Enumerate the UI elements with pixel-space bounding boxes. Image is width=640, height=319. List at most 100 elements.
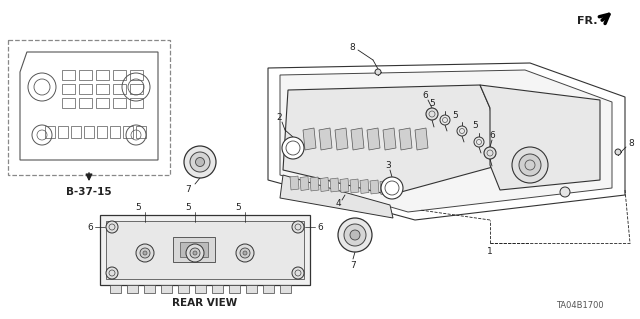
Circle shape: [375, 69, 381, 75]
Bar: [212, 285, 223, 293]
Polygon shape: [310, 177, 319, 191]
Bar: [79, 84, 92, 94]
Polygon shape: [415, 128, 428, 150]
Polygon shape: [351, 128, 364, 150]
Circle shape: [243, 251, 247, 255]
Polygon shape: [303, 128, 316, 150]
Circle shape: [457, 126, 467, 136]
Bar: [180, 242, 208, 257]
Circle shape: [143, 251, 147, 255]
Polygon shape: [367, 128, 380, 150]
Bar: [161, 285, 172, 293]
Bar: [58, 126, 68, 138]
Circle shape: [240, 248, 250, 258]
Text: 5: 5: [429, 100, 435, 108]
Text: 8: 8: [349, 42, 355, 51]
Bar: [106, 221, 304, 279]
Polygon shape: [280, 70, 612, 212]
Circle shape: [193, 251, 197, 255]
Polygon shape: [480, 85, 600, 190]
Text: 7: 7: [350, 261, 356, 270]
Polygon shape: [399, 128, 412, 150]
Polygon shape: [370, 180, 379, 194]
Bar: [130, 98, 143, 108]
Circle shape: [136, 244, 154, 262]
Text: 8: 8: [628, 139, 634, 149]
Circle shape: [440, 115, 450, 125]
Circle shape: [560, 187, 570, 197]
Circle shape: [292, 267, 304, 279]
Text: 4: 4: [335, 199, 341, 209]
Bar: [110, 126, 120, 138]
Polygon shape: [320, 177, 329, 191]
Polygon shape: [280, 175, 393, 218]
Text: 5: 5: [235, 203, 241, 211]
Polygon shape: [350, 179, 359, 193]
Text: 2: 2: [276, 114, 282, 122]
Circle shape: [184, 146, 216, 178]
Bar: [62, 70, 75, 80]
Bar: [123, 126, 133, 138]
Circle shape: [350, 230, 360, 240]
Circle shape: [426, 108, 438, 120]
Text: FR.: FR.: [577, 16, 597, 26]
Bar: [130, 70, 143, 80]
Text: 7: 7: [185, 184, 191, 194]
Polygon shape: [380, 181, 389, 195]
Text: 6: 6: [422, 92, 428, 100]
Bar: [173, 237, 215, 262]
Text: 3: 3: [385, 160, 391, 169]
Circle shape: [190, 152, 210, 172]
Text: 6: 6: [489, 131, 495, 140]
Text: 5: 5: [185, 203, 191, 211]
Text: B-37-15: B-37-15: [66, 187, 112, 197]
Text: 5: 5: [472, 121, 478, 130]
Bar: [96, 98, 109, 108]
Bar: [110, 285, 121, 293]
Bar: [127, 285, 138, 293]
Bar: [136, 126, 146, 138]
Circle shape: [474, 137, 484, 147]
Circle shape: [282, 137, 304, 159]
Text: REAR VIEW: REAR VIEW: [172, 298, 237, 308]
Circle shape: [195, 158, 205, 167]
Text: 6: 6: [317, 222, 323, 232]
Bar: [62, 84, 75, 94]
Text: 5: 5: [135, 203, 141, 211]
Polygon shape: [330, 178, 339, 192]
Bar: [8, 40, 170, 175]
Circle shape: [338, 218, 372, 252]
Polygon shape: [290, 176, 299, 190]
Bar: [229, 285, 240, 293]
Bar: [113, 98, 126, 108]
Bar: [144, 285, 155, 293]
Circle shape: [292, 221, 304, 233]
Bar: [280, 285, 291, 293]
Text: TA04B1700: TA04B1700: [556, 301, 604, 310]
Text: 5: 5: [452, 110, 458, 120]
Bar: [100, 215, 310, 285]
Circle shape: [381, 177, 403, 199]
Bar: [263, 285, 274, 293]
Bar: [84, 126, 94, 138]
Text: 6: 6: [87, 222, 93, 232]
Polygon shape: [340, 179, 349, 192]
Bar: [195, 285, 206, 293]
Polygon shape: [283, 85, 500, 195]
Circle shape: [344, 224, 366, 246]
Circle shape: [236, 244, 254, 262]
Circle shape: [106, 267, 118, 279]
Circle shape: [615, 149, 621, 155]
Bar: [178, 285, 189, 293]
Bar: [113, 70, 126, 80]
Bar: [130, 84, 143, 94]
Circle shape: [140, 248, 150, 258]
Bar: [45, 126, 55, 138]
Bar: [79, 70, 92, 80]
Polygon shape: [335, 128, 348, 150]
Circle shape: [106, 221, 118, 233]
Circle shape: [190, 248, 200, 258]
Bar: [71, 126, 81, 138]
Circle shape: [186, 244, 204, 262]
Circle shape: [484, 147, 496, 159]
